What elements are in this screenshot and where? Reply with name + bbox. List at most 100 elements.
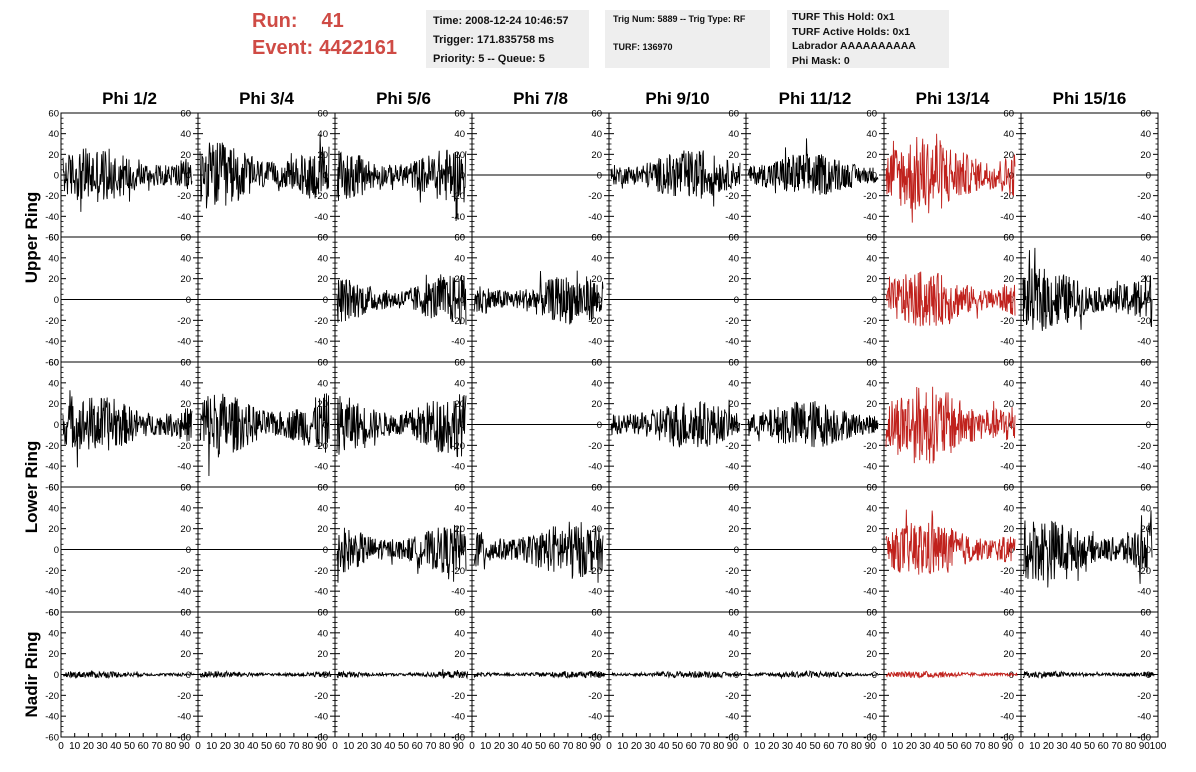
column-header-6: Phi 11/12 <box>779 89 852 108</box>
event-label: Event: <box>252 37 314 59</box>
y-tick-label: 20 <box>180 399 191 410</box>
y-tick-label: 0 <box>734 545 739 556</box>
y-tick-label: -40 <box>588 712 602 723</box>
y-tick-label: 60 <box>591 608 602 619</box>
y-tick-label: -40 <box>177 462 191 473</box>
x-tick-label: 80 <box>851 741 863 752</box>
y-tick-label: 0 <box>186 670 191 681</box>
x-tick-label: 30 <box>371 741 383 752</box>
waveform-trace <box>610 150 741 207</box>
y-tick-label: 40 <box>180 378 191 389</box>
y-tick-label: 60 <box>591 358 602 369</box>
y-tick-label: 0 <box>54 545 59 556</box>
y-tick-label: 20 <box>591 399 602 410</box>
x-tick-label: 30 <box>782 741 794 752</box>
y-tick-label: 20 <box>454 524 465 535</box>
y-tick-label: 20 <box>1003 649 1014 660</box>
y-tick-label: -60 <box>314 733 328 744</box>
waveform-trace <box>473 270 604 325</box>
x-tick-label: 60 <box>549 741 561 752</box>
ring-label-nadir-ring: Nadir Ring <box>22 632 41 718</box>
x-tick-label: 40 <box>658 741 670 752</box>
y-tick-label: 60 <box>180 358 191 369</box>
y-tick-label: 20 <box>48 649 59 660</box>
y-tick-label: 20 <box>591 649 602 660</box>
y-tick-label: 20 <box>1003 150 1014 161</box>
y-tick-label: -20 <box>725 441 739 452</box>
y-tick-label: 60 <box>317 109 328 120</box>
x-tick-label: 70 <box>425 741 437 752</box>
y-tick-label: -60 <box>725 733 739 744</box>
y-tick-label: 40 <box>728 129 739 140</box>
x-tick-label: 80 <box>713 741 725 752</box>
x-tick-label: 20 <box>768 741 780 752</box>
x-tick-label: 50 <box>809 741 821 752</box>
y-tick-label: 40 <box>317 503 328 514</box>
priority-text: Priority: 5 -- Queue: 5 <box>433 53 545 65</box>
y-tick-label: 40 <box>48 253 59 264</box>
turf-this-hold-text: TURF This Hold: 0x1 <box>792 11 895 23</box>
x-tick-label: 90 <box>179 741 191 752</box>
waveform-trace <box>885 271 1016 327</box>
x-tick-label: 60 <box>138 741 150 752</box>
y-tick-label: 0 <box>54 295 59 306</box>
y-tick-label: 60 <box>866 233 877 244</box>
waveform-trace <box>199 393 330 476</box>
y-tick-label: 0 <box>54 171 59 182</box>
y-tick-label: 40 <box>591 253 602 264</box>
y-tick-label: -40 <box>177 337 191 348</box>
time-text: Time: 2008-12-24 10:46:57 <box>433 15 569 27</box>
y-tick-label: -40 <box>725 212 739 223</box>
y-tick-label: 20 <box>866 649 877 660</box>
x-tick-label: 50 <box>947 741 959 752</box>
y-tick-label: -20 <box>863 691 877 702</box>
y-tick-label: -40 <box>588 462 602 473</box>
y-tick-label: 40 <box>1140 503 1151 514</box>
y-tick-label: -40 <box>451 212 465 223</box>
y-tick-label: 20 <box>180 274 191 285</box>
turf-text: TURF: 136970 <box>613 42 673 52</box>
x-tick-label: 40 <box>110 741 122 752</box>
y-tick-label: -20 <box>177 691 191 702</box>
waveform-trace <box>885 386 1016 464</box>
y-tick-label: 60 <box>454 233 465 244</box>
x-tick-label: 80 <box>302 741 314 752</box>
y-tick-label: -20 <box>177 191 191 202</box>
x-tick-label: 20 <box>83 741 95 752</box>
y-tick-label: 0 <box>1146 171 1151 182</box>
x-tick-label: 90 <box>590 741 602 752</box>
x-tick-label: 50 <box>398 741 410 752</box>
ring-label-lower-ring: Lower Ring <box>22 441 41 534</box>
y-tick-label: 60 <box>866 483 877 494</box>
y-tick-label: -60 <box>45 608 59 619</box>
x-tick-label: 60 <box>1098 741 1110 752</box>
waveform-trace <box>747 138 879 195</box>
y-tick-label: -40 <box>1000 587 1014 598</box>
y-tick-label: -20 <box>177 316 191 327</box>
x-tick-label: 80 <box>439 741 451 752</box>
y-tick-label: 20 <box>180 649 191 660</box>
y-tick-label: 40 <box>728 378 739 389</box>
x-tick-label: 40 <box>1070 741 1082 752</box>
x-tick-label: 20 <box>357 741 369 752</box>
column-header-2: Phi 3/4 <box>239 89 294 108</box>
run-event-box: Run: 41 Event: 4422161 <box>252 8 397 62</box>
y-tick-label: 60 <box>454 608 465 619</box>
x-tick-label: 80 <box>576 741 588 752</box>
waveform-trace <box>62 669 195 680</box>
y-tick-label: 0 <box>460 295 465 306</box>
y-tick-label: 60 <box>180 109 191 120</box>
y-tick-label: 0 <box>323 670 328 681</box>
x-tick-label: 70 <box>288 741 300 752</box>
event-number: 4422161 <box>319 37 397 59</box>
y-tick-label: -20 <box>588 441 602 452</box>
y-tick-label: -40 <box>451 712 465 723</box>
y-tick-label: -20 <box>314 191 328 202</box>
y-tick-label: -40 <box>314 212 328 223</box>
x-tick-label: 10 <box>206 741 218 752</box>
